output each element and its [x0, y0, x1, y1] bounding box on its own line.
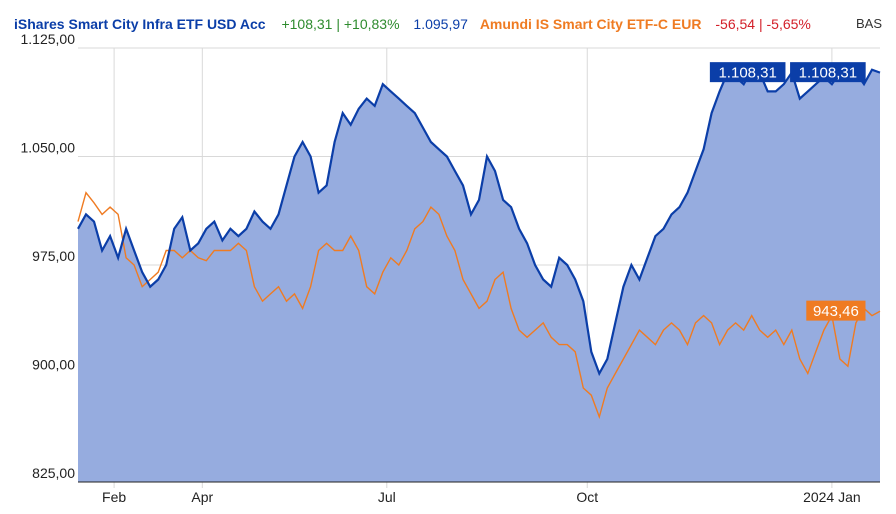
y-tick-label: 825,00 [32, 465, 75, 481]
series-2-name[interactable]: Amundi IS Smart City ETF-C EUR [479, 16, 702, 32]
value-flag: 1.108,31 [790, 62, 866, 83]
y-tick-label: 900,00 [32, 357, 75, 373]
value-flag: 943,46 [806, 300, 866, 321]
x-tick-label: Jul [378, 489, 396, 505]
series-2-change: -56,54 | -5,65% [715, 16, 811, 32]
value-flags: 1.108,31 1.108,31 943,46 [709, 62, 866, 321]
x-tick-label: Apr [191, 489, 213, 505]
axes: 825,00 900,00 975,00 1.050,00 1.125,00 Feb Apr… [21, 31, 880, 505]
value-flag: 1.108,31 [709, 62, 786, 83]
series-1-last-value: 1.095,97 [413, 16, 468, 32]
chart-legend: iShares Smart City Infra ETF USD Acc +10… [14, 14, 811, 34]
x-tick-label: Oct [576, 489, 598, 505]
series-2-line [77, 191, 881, 420]
series-1-name[interactable]: iShares Smart City Infra ETF USD Acc [14, 16, 266, 32]
series-1-area [78, 69, 880, 482]
value-flag-box [790, 62, 866, 83]
value-flag-box [806, 300, 866, 321]
series-1-change: +108,31 | +10,83% [281, 16, 400, 32]
indicator-label[interactable]: BAS [855, 16, 882, 31]
x-tick-label: Feb [102, 489, 126, 505]
y-tick-label: 975,00 [32, 248, 75, 264]
value-flag-box [709, 62, 786, 83]
y-tick-label: 1.125,00 [21, 31, 76, 47]
x-tick-label: 2024 Jan [803, 489, 861, 505]
value-flag-label: 1.108,31 [799, 65, 857, 82]
value-flag-label: 943,46 [813, 303, 859, 320]
y-tick-label: 1.050,00 [21, 140, 76, 156]
value-flag-label: 1.108,31 [718, 65, 776, 82]
